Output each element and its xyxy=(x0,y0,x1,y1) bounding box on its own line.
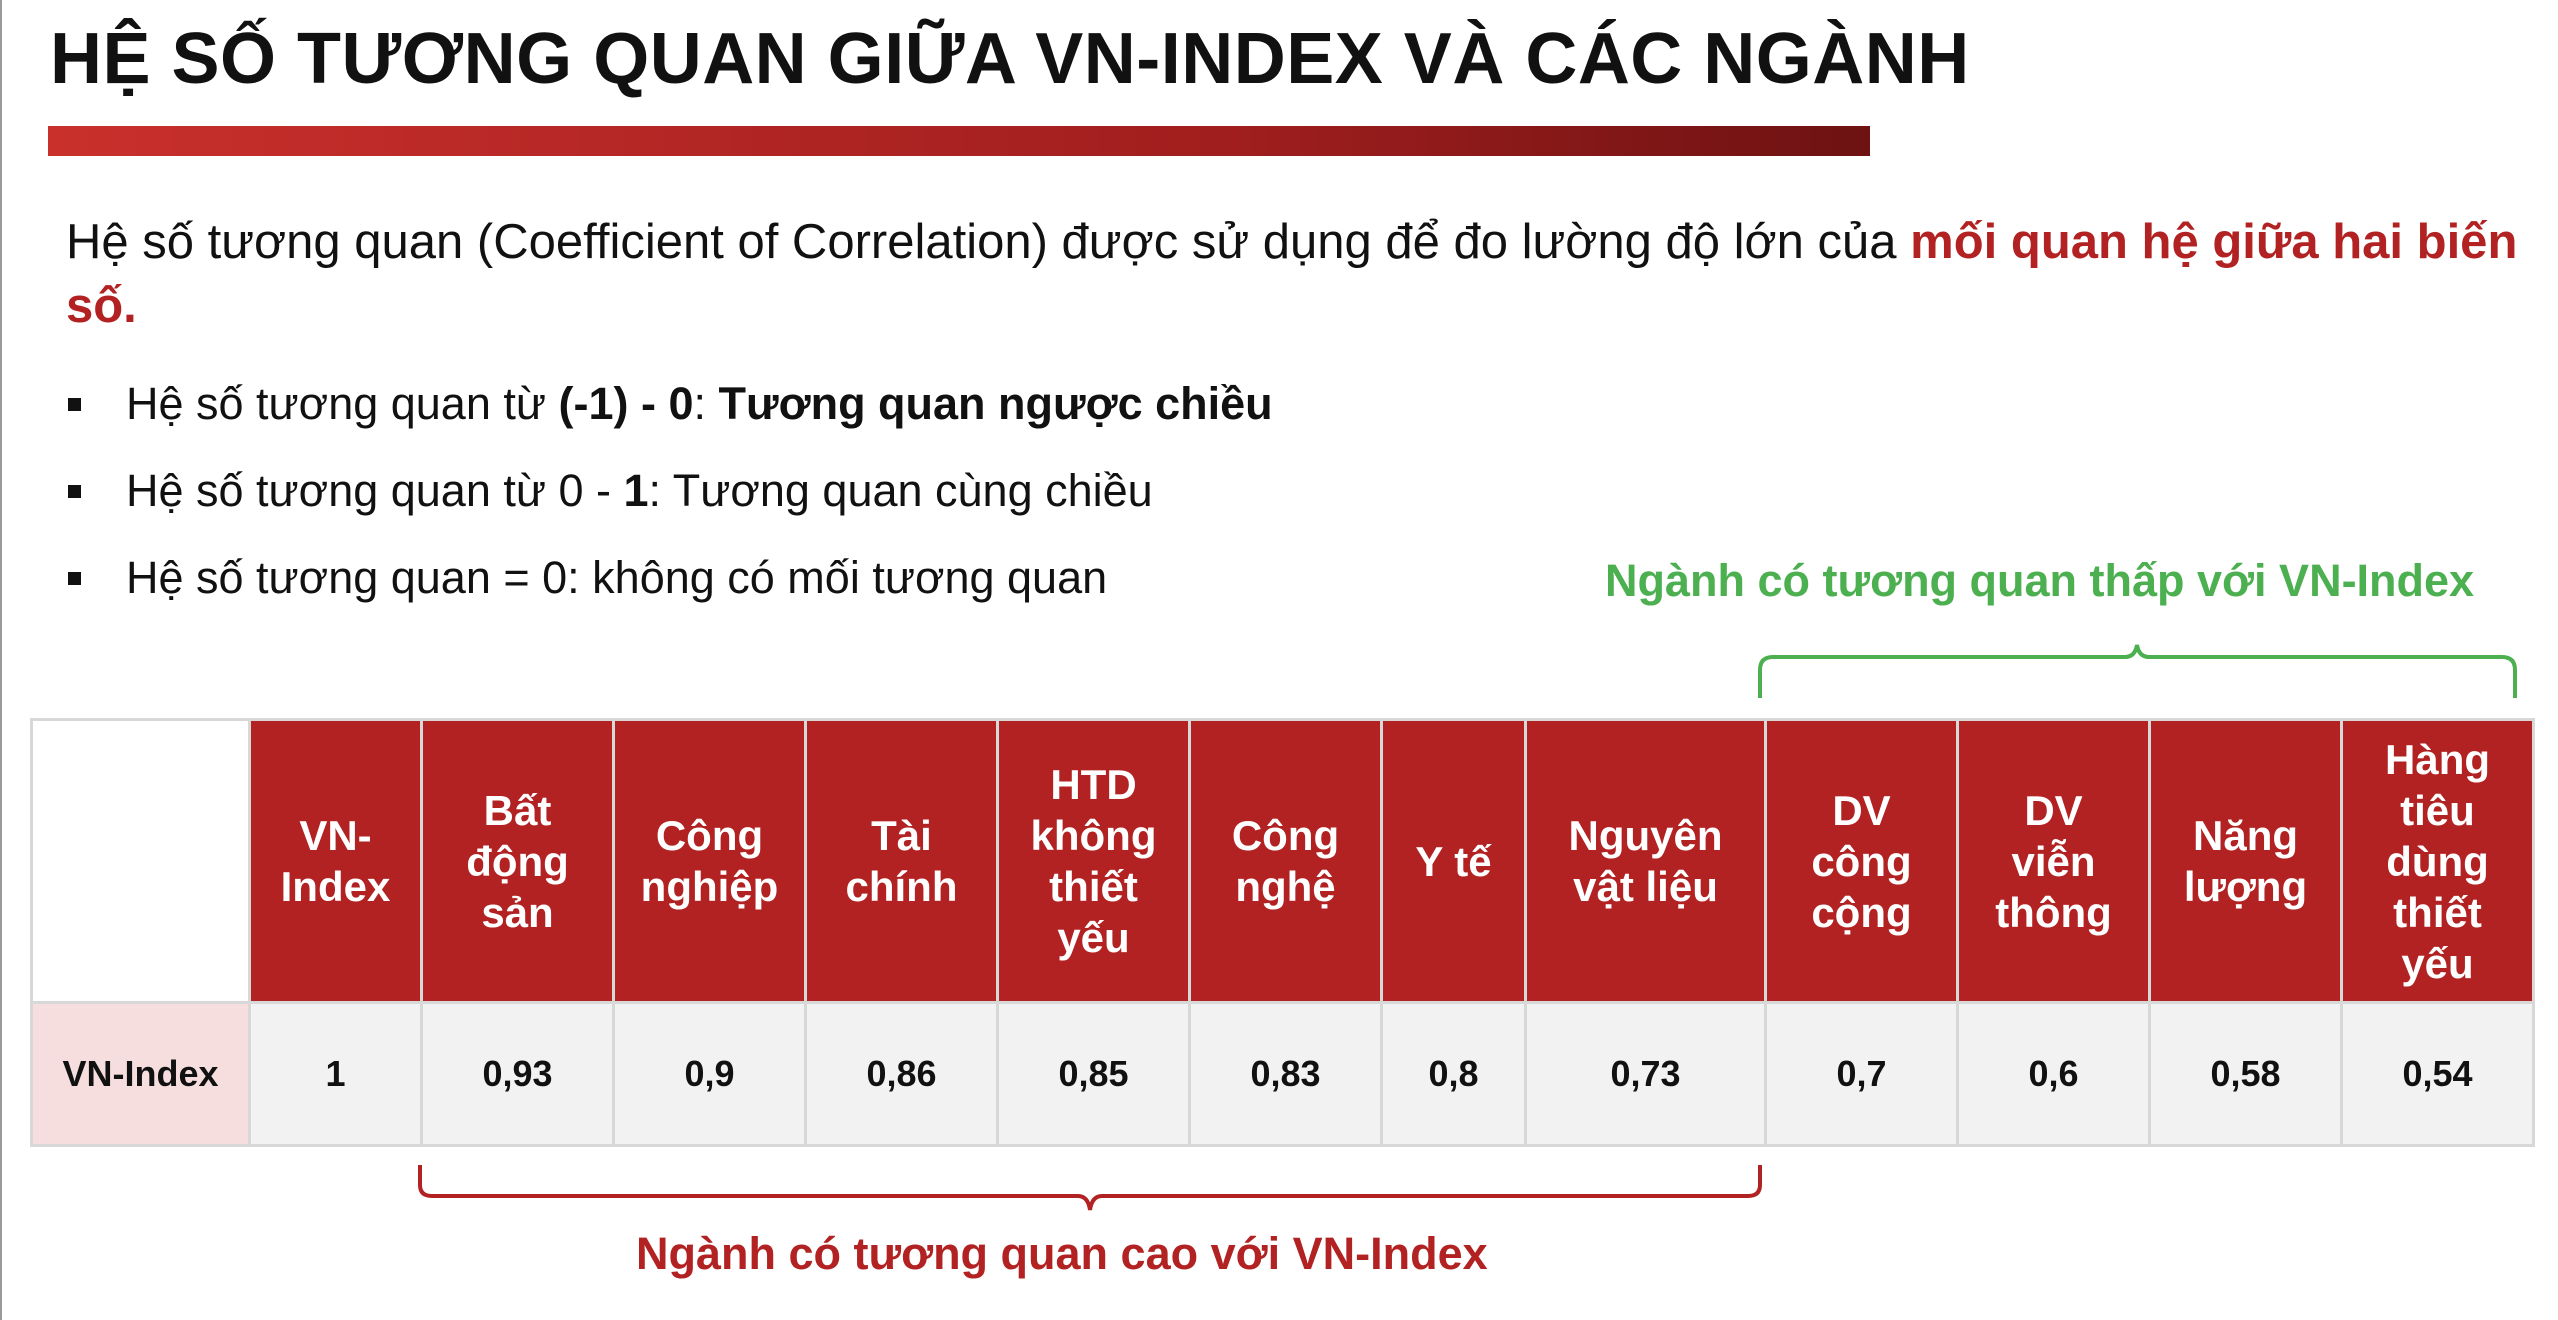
column-header: Năng lượng xyxy=(2148,718,2343,1004)
intro-paragraph: Hệ số tương quan (Coefficient of Correla… xyxy=(66,210,2526,338)
column-header: Công nghiệp xyxy=(612,718,807,1004)
definition-item-zero: Hệ số tương quan = 0: không có mối tương… xyxy=(66,544,1273,631)
value-cell: 0,86 xyxy=(804,1001,999,1147)
column-header: Công nghệ xyxy=(1188,718,1383,1004)
definition-item-negative: Hệ số tương quan từ (-1) - 0: Tương quan… xyxy=(66,370,1273,457)
table-row: VN-Index 1 0,93 0,9 0,86 0,85 0,83 0,8 0… xyxy=(30,1001,2535,1147)
definition-item-positive: Hệ số tương quan từ 0 - 1: Tương quan cù… xyxy=(66,457,1273,544)
value-cell: 0,83 xyxy=(1188,1001,1383,1147)
value-cell: 1 xyxy=(248,1001,423,1147)
column-header: Y tế xyxy=(1380,718,1527,1004)
bullet-text: Hệ số tương quan từ xyxy=(126,378,559,429)
correlation-table: VN- Index Bất động sản Công nghiệp Tài c… xyxy=(30,718,2535,1147)
title-underline-bar xyxy=(48,126,1870,156)
column-header: HTD không thiết yếu xyxy=(996,718,1191,1004)
column-header: DV công cộng xyxy=(1764,718,1959,1004)
table-header-row: VN- Index Bất động sản Công nghiệp Tài c… xyxy=(30,718,2535,1004)
value-cell: 0,54 xyxy=(2340,1001,2535,1147)
column-header-label: Công nghiệp xyxy=(640,812,779,910)
column-header: DV viễn thông xyxy=(1956,718,2151,1004)
column-header-label: DV công cộng xyxy=(1811,786,1912,936)
bullet-square-icon xyxy=(68,485,81,498)
value-cell: 0,58 xyxy=(2148,1001,2343,1147)
column-header-label: Bất động sản xyxy=(466,786,569,936)
bullet-text: Hệ số tương quan từ 0 - xyxy=(126,465,624,516)
column-header: Hàng tiêu dùng thiết yếu xyxy=(2340,718,2535,1004)
bullet-text-mid: : xyxy=(693,378,719,429)
value-cell: 0,85 xyxy=(996,1001,1191,1147)
value-cell: 0,8 xyxy=(1380,1001,1527,1147)
high-correlation-brace xyxy=(418,1165,1762,1211)
column-header-label: DV viễn thông xyxy=(1995,786,2112,936)
column-header: VN- Index xyxy=(248,718,423,1004)
column-header-label: VN- Index xyxy=(280,812,391,910)
bullet-bold-range: (-1) - 0 xyxy=(558,378,694,429)
bullet-text-mid: : Tương quan cùng chiều xyxy=(648,465,1153,516)
column-header-label: Năng lượng xyxy=(2183,812,2308,910)
column-header-label: Tài chính xyxy=(845,812,958,910)
intro-highlight: mối quan hệ giữa hai biến số. xyxy=(66,215,2518,333)
column-header-label: Hàng tiêu dùng thiết yếu xyxy=(2385,735,2490,987)
bullet-bold-range: 1 xyxy=(623,465,649,516)
bullet-square-icon xyxy=(68,572,81,585)
column-header-label: HTD không thiết yếu xyxy=(1030,761,1157,961)
column-header: Nguyên vật liệu xyxy=(1524,718,1767,1004)
bullet-text: Hệ số tương quan = 0: không có mối tương… xyxy=(126,552,1108,603)
value-cell: 0,6 xyxy=(1956,1001,2151,1147)
definition-list: Hệ số tương quan từ (-1) - 0: Tương quan… xyxy=(66,370,1273,631)
low-correlation-note: Ngành có tương quan thấp với VN-Index xyxy=(1605,555,2475,606)
column-header: Bất động sản xyxy=(420,718,615,1004)
high-correlation-note: Ngành có tương quan cao với VN-Index xyxy=(636,1228,1488,1279)
column-header-label: Công nghệ xyxy=(1231,812,1340,910)
column-header-label: Nguyên vật liệu xyxy=(1568,812,1723,910)
bullet-bold-meaning: Tương quan ngược chiều xyxy=(718,378,1273,429)
slide-edge-line xyxy=(0,0,2,1320)
table-corner-cell xyxy=(30,718,251,1004)
row-label-cell: VN-Index xyxy=(30,1001,251,1147)
intro-text: Hệ số tương quan (Coefficient of Correla… xyxy=(66,215,1911,269)
slide-title: HỆ SỐ TƯƠNG QUAN GIỮA VN-INDEX VÀ CÁC NG… xyxy=(50,19,1970,99)
bullet-square-icon xyxy=(68,398,81,411)
column-header-label: Y tế xyxy=(1415,837,1492,885)
value-cell: 0,7 xyxy=(1764,1001,1959,1147)
value-cell: 0,93 xyxy=(420,1001,615,1147)
value-cell: 0,73 xyxy=(1524,1001,1767,1147)
column-header: Tài chính xyxy=(804,718,999,1004)
low-correlation-brace xyxy=(1758,644,2517,698)
value-cell: 0,9 xyxy=(612,1001,807,1147)
